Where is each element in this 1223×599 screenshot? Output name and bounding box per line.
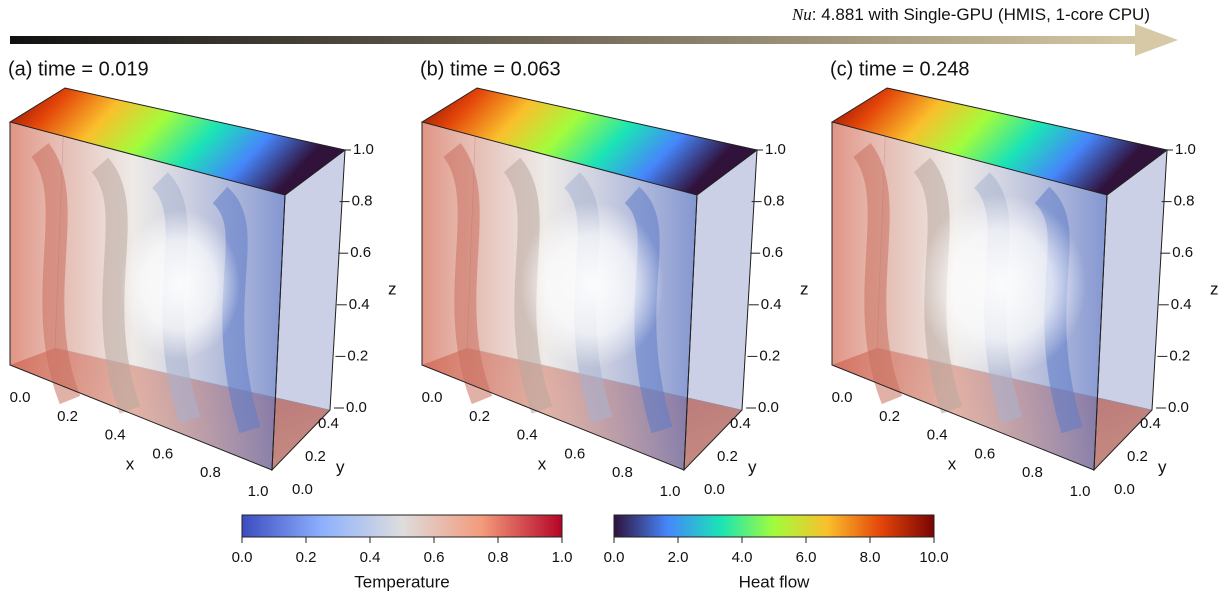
z-tick-label: 0.4 xyxy=(349,296,370,313)
colorbar-tick-label: 6.0 xyxy=(796,549,817,566)
colorbar xyxy=(241,514,563,538)
colorbar xyxy=(613,514,935,538)
y-tick-label: 0.2 xyxy=(717,448,738,465)
isosurface xyxy=(852,143,903,405)
z-tick-label: 0.6 xyxy=(1172,244,1193,261)
colorbar-label: Temperature xyxy=(354,572,449,591)
x-tick-label: 0.4 xyxy=(105,427,126,444)
z-tick-label: 0.4 xyxy=(761,296,782,313)
colorbar-tick-label: 0.2 xyxy=(296,549,317,566)
colorbar-tick-label: 10.0 xyxy=(919,549,948,566)
panel-title: (c) time = 0.248 xyxy=(830,58,970,80)
panel: (b) time = 0.063 0.0 0.2 0.4 0.6 0.8 1.0 x 0.0 0.… xyxy=(420,58,809,500)
z-tick-label: 0.2 xyxy=(759,347,780,364)
x-axis-label: x xyxy=(538,454,547,473)
x-tick-label: 0.0 xyxy=(832,389,853,406)
x-tick-label: 0.2 xyxy=(879,408,900,425)
y-tick-label: 0.0 xyxy=(1114,481,1135,498)
z-axis-label: z xyxy=(388,279,397,298)
panel: (a) time = 0.019 0.0 0.2 0.4 0.6 0.8 1.0 x 0.0 0.… xyxy=(8,58,397,500)
x-tick-label: 0.8 xyxy=(200,464,221,481)
x-tick-label: 0.0 xyxy=(10,389,31,406)
x-tick-label: 0.8 xyxy=(612,464,633,481)
z-tick-label: 0.4 xyxy=(1171,296,1192,313)
x-axis-label: x xyxy=(126,454,135,473)
y-tick-label: 0.4 xyxy=(730,415,751,432)
z-tick-label: 0.6 xyxy=(350,244,371,261)
box-edge xyxy=(421,122,698,471)
y-tick-label: 0.0 xyxy=(292,481,313,498)
y-tick-label: 0.4 xyxy=(318,415,339,432)
panel-title: (a) time = 0.019 xyxy=(8,58,149,80)
x-axis-label: x xyxy=(948,454,957,473)
y-axis-label: y xyxy=(336,457,345,476)
z-tick-label: 1.0 xyxy=(1175,141,1196,158)
colorbar-tick-label: 2.0 xyxy=(668,549,689,566)
x-tick-label: 0.4 xyxy=(927,427,948,444)
convection-cell xyxy=(918,194,1086,376)
x-tick-label: 0.4 xyxy=(517,427,538,444)
z-tick-label: 1.0 xyxy=(765,141,786,158)
x-tick-label: 1.0 xyxy=(660,483,681,500)
colorbar-tick-label: 0.0 xyxy=(604,549,625,566)
z-tick-label: 0.8 xyxy=(764,193,785,210)
colorbar-tick-label: 8.0 xyxy=(860,549,881,566)
z-tick-label: 0.8 xyxy=(1174,193,1195,210)
isosurface xyxy=(91,157,141,414)
arrow-shaft xyxy=(10,36,1145,44)
metric: Nu xyxy=(791,5,812,24)
header: Nu: 4.881 with Single-GPU (HMIS, 1-core … xyxy=(791,5,1150,25)
panel-title: (b) time = 0.063 xyxy=(420,58,561,80)
colorbar-tick-label: 1.0 xyxy=(552,549,573,566)
x-tick-label: 0.2 xyxy=(469,408,490,425)
z-tick-label: 0.0 xyxy=(758,399,779,416)
y-tick-label: 0.2 xyxy=(1127,448,1148,465)
z-tick-label: 0.8 xyxy=(352,193,373,210)
y-axis-label: y xyxy=(748,457,757,476)
x-tick-label: 0.2 xyxy=(57,408,78,425)
x-tick-label: 0.0 xyxy=(422,389,443,406)
y-axis-label: y xyxy=(1158,457,1167,476)
z-tick-label: 1.0 xyxy=(353,141,374,158)
colorbar-tick-label: 0.4 xyxy=(360,549,381,566)
box-edge xyxy=(831,122,1108,471)
isosurface xyxy=(442,143,493,405)
z-axis-label: z xyxy=(800,279,809,298)
z-tick-label: 0.2 xyxy=(347,347,368,364)
colorbar-label: Heat flow xyxy=(739,572,811,591)
x-tick-label: 0.6 xyxy=(152,445,173,462)
box-edge xyxy=(9,122,286,471)
x-tick-label: 0.8 xyxy=(1022,464,1043,481)
z-tick-label: 0.2 xyxy=(1169,347,1190,364)
panel: (c) time = 0.248 0.0 0.2 0.4 0.6 0.8 1.0 x 0.0 0.… xyxy=(830,58,1219,500)
colorbar-tick-label: 0.8 xyxy=(488,549,509,566)
x-tick-label: 1.0 xyxy=(248,483,269,500)
z-axis-label: z xyxy=(1210,279,1219,298)
z-tick-label: 0.6 xyxy=(762,244,783,261)
y-tick-label: 0.4 xyxy=(1140,415,1161,432)
x-tick-label: 1.0 xyxy=(1070,483,1091,500)
convection-cell xyxy=(520,202,664,368)
arrow-head xyxy=(1135,24,1178,56)
x-tick-label: 0.6 xyxy=(974,445,995,462)
colorbar-tick-label: 0.6 xyxy=(424,549,445,566)
z-tick-label: 0.0 xyxy=(346,399,367,416)
colorbar-tick-label: 0.0 xyxy=(232,549,253,566)
isosurface xyxy=(30,143,81,405)
y-tick-label: 0.2 xyxy=(305,448,326,465)
header-text: : 4.881 with Single-GPU (HMIS, 1-core CP… xyxy=(812,5,1150,24)
y-tick-label: 0.0 xyxy=(704,481,725,498)
z-tick-label: 0.0 xyxy=(1168,399,1189,416)
x-tick-label: 0.6 xyxy=(564,445,585,462)
colorbar-tick-label: 4.0 xyxy=(732,549,753,566)
convection-cell xyxy=(120,210,240,360)
